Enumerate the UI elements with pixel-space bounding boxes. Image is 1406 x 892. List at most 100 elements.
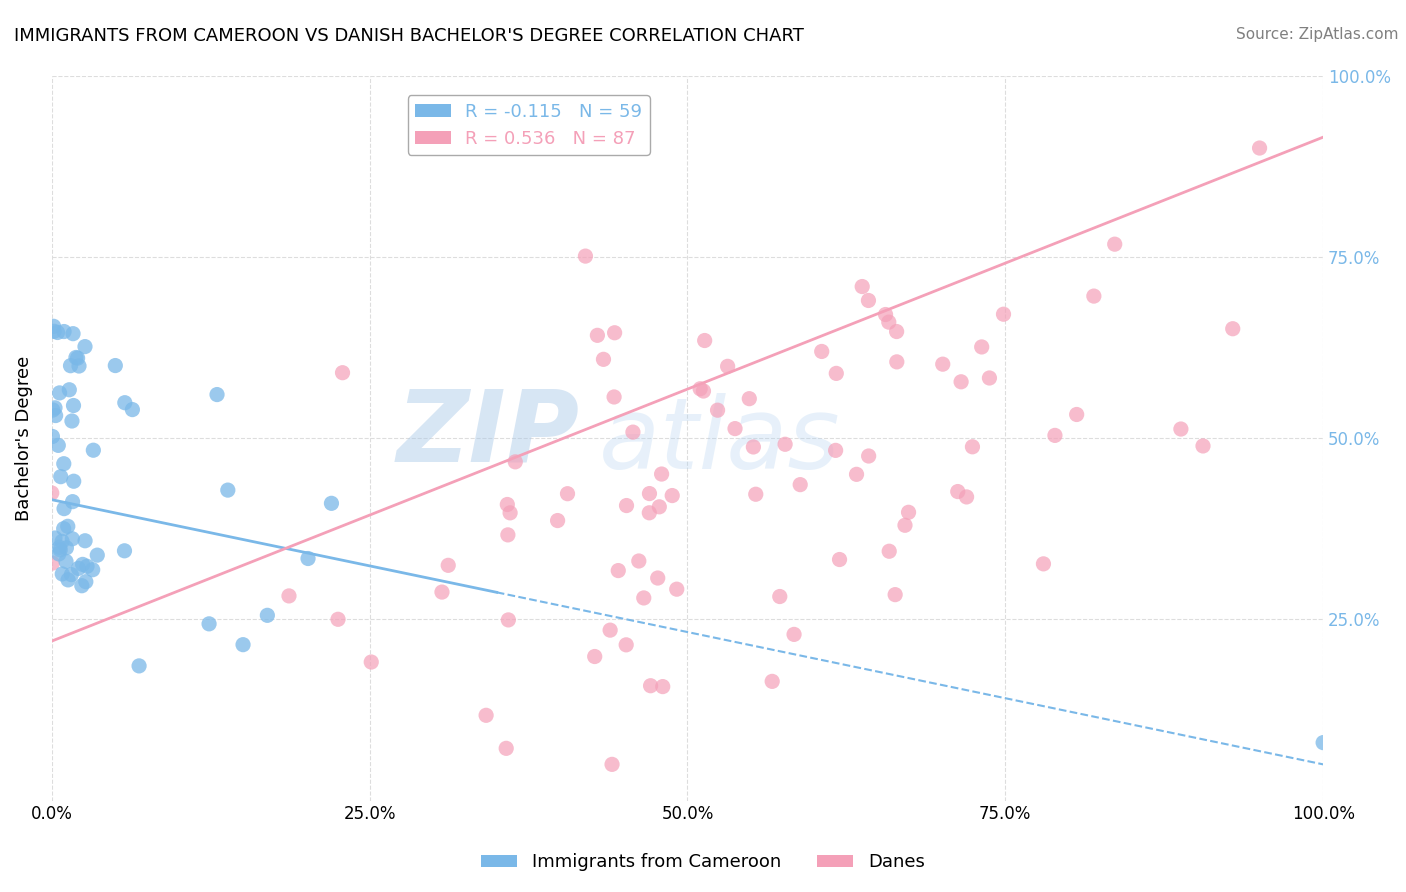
- Point: [56, 573, 79, 587]
- Point: [979, 371, 1001, 385]
- Point: [858, 449, 880, 463]
- Point: [53, 325, 76, 339]
- Point: [877, 315, 900, 329]
- Point: [76, 559, 98, 574]
- Point: [121, 402, 143, 417]
- Point: [789, 477, 811, 491]
- Point: [1170, 422, 1192, 436]
- Point: [993, 307, 1015, 321]
- Point: [761, 674, 783, 689]
- Point: [592, 352, 614, 367]
- Point: [897, 505, 920, 519]
- Point: [41, 556, 63, 570]
- Point: [475, 708, 498, 723]
- Point: [65, 351, 87, 365]
- Point: [877, 544, 900, 558]
- Point: [717, 359, 740, 374]
- Point: [828, 552, 851, 566]
- Point: [42, 319, 65, 334]
- Point: [783, 627, 806, 641]
- Point: [326, 612, 349, 626]
- Point: [738, 392, 761, 406]
- Point: [41, 429, 63, 443]
- Text: IMMIGRANTS FROM CAMEROON VS DANISH BACHELOR'S DEGREE CORRELATION CHART: IMMIGRANTS FROM CAMEROON VS DANISH BACHE…: [14, 27, 804, 45]
- Point: [1083, 289, 1105, 303]
- Y-axis label: Bachelor's Degree: Bachelor's Degree: [15, 355, 32, 521]
- Point: [70, 579, 93, 593]
- Point: [86, 548, 108, 562]
- Point: [970, 340, 993, 354]
- Point: [638, 506, 661, 520]
- Point: [75, 574, 97, 589]
- Point: [73, 340, 96, 354]
- Point: [66, 351, 89, 365]
- Point: [58, 383, 80, 397]
- Point: [60, 414, 83, 428]
- Point: [360, 655, 382, 669]
- Point: [769, 590, 792, 604]
- Point: [689, 382, 711, 396]
- Point: [42, 403, 65, 417]
- Point: [886, 325, 908, 339]
- Point: [603, 326, 626, 340]
- Point: [297, 551, 319, 566]
- Point: [627, 554, 650, 568]
- Point: [661, 489, 683, 503]
- Point: [49, 469, 72, 483]
- Point: [62, 494, 84, 508]
- Point: [44, 531, 66, 545]
- Point: [48, 385, 70, 400]
- Point: [82, 443, 104, 458]
- Point: [46, 326, 69, 340]
- Point: [437, 558, 460, 573]
- Point: [499, 506, 522, 520]
- Point: [574, 249, 596, 263]
- Point: [616, 499, 638, 513]
- Point: [950, 375, 973, 389]
- Point: [932, 357, 955, 371]
- Text: Source: ZipAtlas.com: Source: ZipAtlas.com: [1236, 27, 1399, 42]
- Point: [114, 543, 136, 558]
- Point: [67, 359, 90, 373]
- Point: [42, 324, 65, 338]
- Point: [692, 384, 714, 398]
- Point: [640, 679, 662, 693]
- Point: [67, 561, 90, 575]
- Point: [60, 532, 83, 546]
- Point: [599, 623, 621, 637]
- Point: [51, 566, 73, 581]
- Point: [557, 486, 579, 500]
- Point: [321, 496, 343, 510]
- Point: [745, 487, 768, 501]
- Point: [647, 571, 669, 585]
- Point: [495, 741, 517, 756]
- Point: [62, 399, 84, 413]
- Point: [498, 613, 520, 627]
- Point: [648, 500, 671, 514]
- Point: [1104, 237, 1126, 252]
- Point: [851, 279, 873, 293]
- Point: [693, 334, 716, 348]
- Point: [52, 457, 75, 471]
- Point: [217, 483, 239, 497]
- Point: [824, 443, 846, 458]
- Point: [894, 518, 917, 533]
- Point: [706, 403, 728, 417]
- Point: [1222, 322, 1244, 336]
- Point: [496, 498, 519, 512]
- Point: [198, 616, 221, 631]
- Point: [633, 591, 655, 605]
- Point: [665, 582, 688, 597]
- Point: [1043, 428, 1066, 442]
- Point: [810, 344, 832, 359]
- Point: [62, 474, 84, 488]
- Point: [128, 659, 150, 673]
- Point: [607, 564, 630, 578]
- Point: [886, 355, 908, 369]
- Point: [600, 757, 623, 772]
- Point: [82, 563, 104, 577]
- Point: [825, 367, 848, 381]
- Point: [884, 588, 907, 602]
- Point: [48, 547, 70, 561]
- Point: [773, 437, 796, 451]
